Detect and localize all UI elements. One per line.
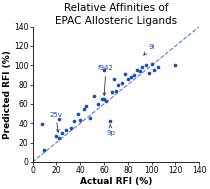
Point [84,104,88,107]
Point [76,112,79,115]
Point [130,75,133,78]
Point [112,77,115,80]
Point [114,90,118,93]
Point [150,63,153,66]
Point [72,120,76,123]
Point [79,119,82,122]
Title: Relative Affinities of
EPAC Allosteric Ligands: Relative Affinities of EPAC Allosteric L… [55,3,177,26]
Point [105,100,108,103]
Point [55,134,58,137]
Point [57,118,60,121]
Point [132,74,135,77]
Point [69,127,72,130]
Point [100,98,103,101]
Point [140,66,144,69]
X-axis label: Actual RFI (%): Actual RFI (%) [80,177,152,186]
Point [111,91,114,94]
Point [102,98,106,101]
Point [156,66,159,69]
Point [124,73,127,76]
Point [120,81,123,84]
Point [43,149,46,152]
Text: 9p: 9p [106,124,115,136]
Point [102,69,106,72]
Point [40,123,44,126]
Point [61,132,64,135]
Text: 25v: 25v [49,112,62,132]
Text: f942: f942 [98,65,114,95]
Point [57,136,60,139]
Point [126,77,130,80]
Point [64,129,68,132]
Point [152,69,156,72]
Point [117,83,120,86]
Point [136,69,139,72]
Y-axis label: Predicted RFI (%): Predicted RFI (%) [4,50,12,139]
Point [144,64,147,67]
Point [148,71,151,74]
Point [138,70,141,73]
Point [93,95,96,98]
Point [82,107,85,110]
Point [96,102,100,105]
Point [174,64,177,67]
Point [88,116,91,119]
Point [108,120,112,123]
Text: 9i: 9i [144,44,155,55]
